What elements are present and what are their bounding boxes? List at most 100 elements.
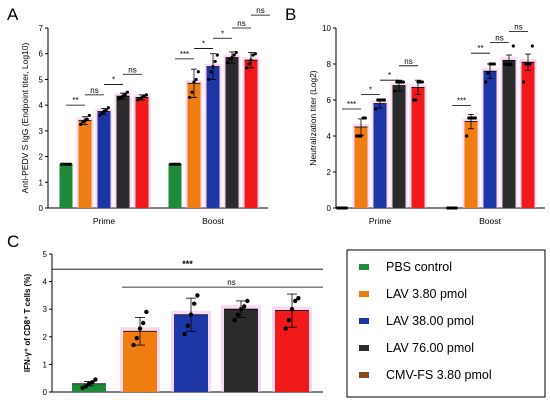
data-point — [232, 318, 237, 323]
y-tick-label: 1 — [43, 360, 48, 369]
x-category-label: Prime — [369, 216, 391, 226]
data-point — [68, 162, 72, 166]
y-tick-label: 6 — [39, 50, 44, 59]
legend-swatch-pbs — [359, 264, 369, 270]
data-point — [190, 90, 194, 94]
bar — [97, 111, 111, 208]
data-point — [144, 309, 149, 315]
legend-swatch-cmv-fs — [359, 372, 369, 378]
bar — [244, 60, 258, 209]
data-point — [289, 307, 295, 312]
y-tick-label: 3 — [43, 305, 48, 314]
data-point — [211, 64, 215, 69]
significance-label: *** — [182, 259, 193, 269]
legend-label-lav-76: LAV 76.00 pmol — [386, 341, 474, 355]
y-axis-label: IFN-γ⁺ of CD8⁺ T cells (%) — [23, 274, 32, 373]
significance-label: ** — [72, 96, 78, 105]
x-category-label: Boost — [479, 216, 501, 226]
significance-label: ns — [128, 65, 136, 74]
legend-swatch-lav-38 — [359, 318, 369, 324]
data-point — [188, 95, 192, 100]
data-point — [232, 53, 236, 57]
data-point — [98, 113, 102, 118]
data-point — [473, 116, 477, 120]
data-point — [359, 134, 363, 138]
data-point — [492, 62, 496, 66]
bar — [354, 127, 368, 208]
significance-label: ns — [227, 278, 235, 287]
significance-label: ns — [90, 86, 98, 95]
x-category-label: Prime — [93, 216, 115, 226]
bar — [392, 85, 406, 208]
data-point — [134, 335, 139, 341]
data-point — [522, 80, 526, 84]
y-tick-label: 2 — [43, 333, 48, 342]
data-point — [235, 312, 240, 317]
data-point — [245, 298, 250, 304]
data-point — [194, 77, 198, 82]
bar — [59, 164, 73, 208]
bar — [168, 164, 182, 208]
y-axis-label: Anti-PEDV S IgG (Endpoint titer, Log10) — [20, 42, 30, 193]
significance-label: * — [221, 29, 224, 38]
significance-label: ns — [237, 19, 245, 28]
significance-label: ns — [404, 57, 412, 66]
bar — [72, 383, 106, 392]
data-point — [177, 162, 181, 166]
legend-frame — [346, 249, 546, 398]
data-point — [192, 80, 196, 84]
data-point — [90, 380, 95, 385]
data-point — [141, 320, 146, 326]
y-tick-label: 7 — [39, 24, 44, 33]
y-tick-label: 4 — [327, 132, 332, 141]
significance-label: ns — [256, 6, 264, 15]
bar — [464, 121, 478, 208]
panel-letter-a: A — [7, 5, 19, 24]
chart-panel-a: 0 1 2 3 4 5 6 7 Anti-PEDV S IgG (Endpoint titer,… — [20, 6, 270, 226]
significance-label: ns — [514, 23, 522, 32]
y-tick-label: 2 — [327, 168, 332, 177]
y-tick-label: 0 — [43, 388, 48, 397]
significance-label: *** — [457, 96, 466, 105]
significance-label: * — [388, 71, 391, 80]
significance-label: *** — [347, 100, 356, 109]
y-tick-label: 10 — [322, 24, 331, 33]
data-point — [192, 301, 197, 306]
y-tick-label: 8 — [327, 60, 332, 69]
significance-label: * — [202, 40, 205, 49]
data-point — [123, 93, 127, 97]
legend: PBS control LAV 3.80 pmol LAV 38.00 pmol… — [346, 249, 546, 398]
data-point — [363, 116, 367, 120]
bar — [224, 309, 258, 392]
chart-panel-b: 0 2 4 6 8 10 Neutralization titer (Log2) Prime B… — [308, 23, 545, 226]
data-point — [286, 318, 291, 323]
y-tick-label: 5 — [39, 75, 44, 84]
data-point — [182, 331, 187, 337]
data-point — [234, 50, 238, 55]
significance-label: * — [369, 86, 372, 95]
data-point — [85, 117, 89, 121]
bar — [411, 87, 425, 208]
data-point — [374, 107, 378, 111]
x-category-label: Boost — [202, 216, 224, 226]
legend-swatch-lav-76 — [359, 345, 369, 351]
data-point — [454, 206, 458, 210]
y-axis-label: Neutralization titer (Log2) — [308, 70, 318, 166]
significance-label: * — [112, 76, 115, 85]
significance-label: *** — [180, 50, 189, 59]
data-point — [382, 98, 386, 102]
data-point — [106, 106, 110, 110]
bar — [373, 103, 387, 208]
data-point — [196, 70, 200, 74]
data-point — [528, 62, 532, 66]
bar — [78, 120, 92, 208]
data-point — [209, 70, 213, 74]
y-tick-label: 0 — [327, 204, 332, 213]
y-tick-label: 2 — [39, 153, 44, 162]
significance-label: ns — [495, 33, 503, 42]
y-tick-label: 4 — [43, 278, 48, 287]
y-tick-label: 5 — [43, 250, 48, 259]
y-tick-label: 1 — [39, 178, 44, 187]
data-point — [93, 377, 98, 382]
data-point — [509, 62, 513, 66]
